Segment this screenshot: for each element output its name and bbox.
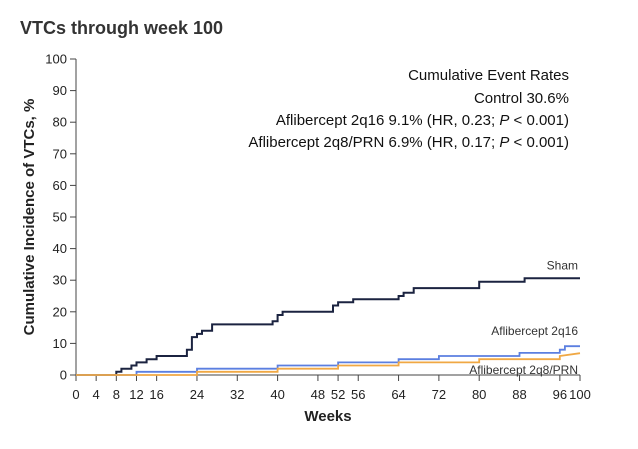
series-line-0 (76, 277, 580, 376)
labels-layer: Sham Aflibercept 2q16 Aflibercept 2q8/PRN (469, 258, 578, 377)
event-rates-annotation: Cumulative Event Rates Control 30.6% Aflib… (248, 67, 569, 151)
x-tick-label: 32 (230, 387, 244, 402)
x-tick-label: 72 (432, 387, 446, 402)
y-tick-label: 60 (53, 178, 67, 193)
x-tick-label: 0 (72, 387, 79, 402)
annotation-2q8prn: Aflibercept 2q8/PRN 6.9% (HR, 0.17; P < … (248, 134, 569, 151)
x-tick-label: 12 (129, 387, 143, 402)
y-tick-label: 0 (60, 368, 67, 383)
series-layer (76, 277, 581, 376)
x-tick-label: 8 (113, 387, 120, 402)
x-tick-label: 52 (331, 387, 345, 402)
y-tick-label: 40 (53, 241, 67, 256)
y-axis-title: Cumulative Incidence of VTCs, % (21, 99, 38, 336)
chart-title: VTCs through week 100 (20, 18, 224, 38)
x-tick-label: 16 (149, 387, 163, 402)
x-tick-label: 64 (391, 387, 405, 402)
series-line-2 (76, 352, 581, 376)
annotation-control: Control 30.6% (474, 90, 569, 107)
series-label-0: Sham (547, 258, 578, 272)
annotation-header: Cumulative Event Rates (408, 67, 569, 84)
x-axis-title: Weeks (304, 408, 351, 425)
y-tick-label: 10 (53, 336, 67, 351)
x-tick-label: 4 (93, 387, 100, 402)
x-tick-label: 56 (351, 387, 365, 402)
y-tick-label: 20 (53, 304, 67, 319)
series-label-2: Aflibercept 2q8/PRN (469, 363, 578, 377)
x-tick-label: 48 (311, 387, 325, 402)
y-tick-label: 90 (53, 83, 67, 98)
x-tick-label: 88 (512, 387, 526, 402)
x-tick-label: 80 (472, 387, 486, 402)
x-tick-label: 100 (569, 387, 591, 402)
y-tick-label: 30 (53, 273, 67, 288)
x-tick-label: 24 (190, 387, 204, 402)
x-tick-label: 96 (553, 387, 567, 402)
x-tick-label: 40 (270, 387, 284, 402)
y-tick-label: 100 (45, 52, 67, 67)
y-tick-label: 50 (53, 210, 67, 225)
annotation-2q16: Aflibercept 2q16 9.1% (HR, 0.23; P < 0.0… (276, 112, 569, 129)
y-tick-label: 80 (53, 115, 67, 130)
y-tick-label: 70 (53, 146, 67, 161)
series-label-1: Aflibercept 2q16 (491, 324, 578, 338)
